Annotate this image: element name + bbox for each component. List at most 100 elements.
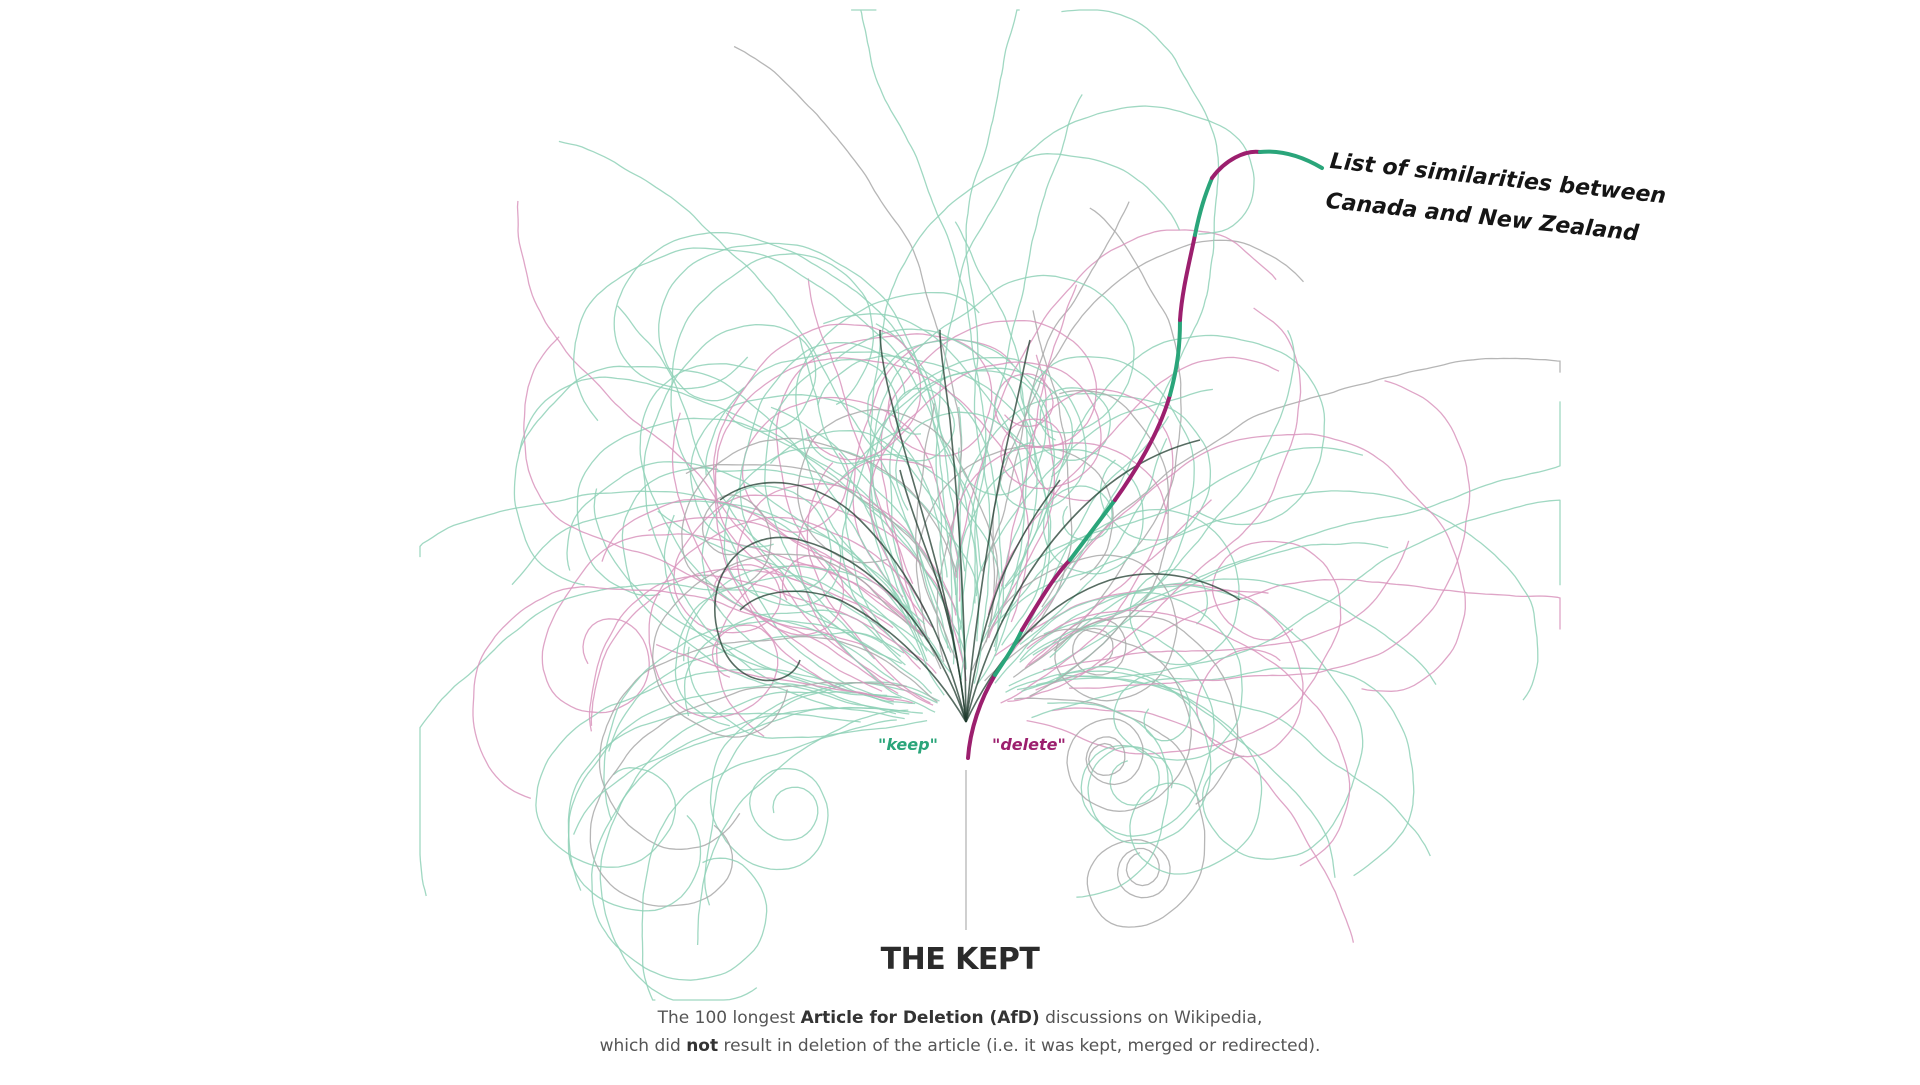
discussion-strand — [419, 490, 921, 656]
discussion-strand — [889, 367, 1074, 628]
highlight-segment-delete — [1113, 393, 1172, 502]
discussion-strand — [673, 494, 967, 681]
discussion-strand — [1049, 578, 1437, 685]
discussion-strand — [869, 153, 1181, 652]
discussion-strand — [1012, 615, 1239, 805]
discussion-strand — [1003, 446, 1364, 590]
highlight-segment-delete — [966, 673, 997, 760]
highlight-segment-keep — [1168, 318, 1182, 397]
discussion-strand — [516, 200, 934, 706]
discussion-strand — [739, 341, 906, 665]
discussion-strand — [987, 356, 1280, 616]
discussion-strand — [1053, 207, 1182, 652]
main-branch — [719, 481, 967, 723]
discussion-strand — [674, 575, 935, 727]
discussion-strand — [1008, 542, 1389, 687]
discussion-strand — [590, 568, 894, 726]
discussion-strand — [1014, 697, 1206, 928]
discussion-strand — [598, 635, 938, 850]
discussion-strand — [715, 564, 931, 737]
discussion-strand — [869, 356, 1087, 696]
discussion-strand — [1021, 665, 1212, 845]
discussion-strand — [1043, 401, 1561, 635]
caption-line-2: which did not result in deletion of the … — [599, 1036, 1321, 1056]
discussion-strand — [870, 274, 1135, 673]
discussion-strand — [915, 403, 957, 659]
discussion-strand — [1000, 490, 1539, 701]
discussion-strand — [535, 668, 894, 868]
discussion-strand — [1000, 284, 1078, 587]
discussion-strand — [839, 453, 1001, 652]
chart-title: THE KEPT — [880, 942, 1040, 977]
discussion-strand — [1051, 707, 1355, 943]
discussion-strand — [681, 437, 957, 590]
discussion-strand — [1047, 702, 1169, 898]
main-branches — [714, 329, 1241, 723]
discussion-strand — [736, 483, 957, 636]
discussion-strand — [770, 406, 952, 653]
discussion-strand — [1069, 380, 1471, 689]
caption-line-1: The 100 longest Article for Deletion (Af… — [657, 1008, 1263, 1028]
discussion-strand — [1019, 438, 1168, 646]
discussion-strand — [613, 231, 957, 596]
discussion-strand — [419, 583, 933, 897]
discussion-strand — [523, 336, 875, 651]
discussion-strand — [513, 365, 917, 627]
discussion-strand — [823, 313, 1025, 627]
discussion-strand — [1058, 674, 1336, 878]
discussion-strand — [1005, 670, 1263, 875]
discussion-strand — [643, 323, 906, 712]
discussion-strand — [573, 247, 982, 571]
discussion-strand — [1028, 356, 1195, 681]
discussion-strand — [658, 242, 976, 604]
discussion-strand — [696, 709, 909, 946]
discussion-strand — [1016, 499, 1561, 691]
highlight-segment-keep — [1068, 498, 1117, 562]
discussion-strands — [419, 9, 1561, 1001]
discussion-strand — [657, 510, 886, 631]
highlighted-discussion-path — [966, 149, 1324, 760]
discussion-strand — [796, 408, 999, 628]
discussion-strand — [567, 682, 897, 912]
discussion-strand — [541, 533, 924, 714]
discussion-strand — [741, 396, 961, 602]
discussion-strand — [984, 628, 1192, 812]
main-branch — [965, 479, 1061, 723]
discussion-strand — [603, 620, 883, 821]
main-branch — [714, 536, 967, 723]
discussion-strand — [591, 707, 923, 981]
discussion-strand — [714, 357, 1030, 623]
discussion-strand — [1011, 334, 1326, 585]
discussion-strand — [1024, 499, 1212, 669]
discussion-strand — [573, 706, 910, 835]
discussion-strand — [851, 9, 987, 597]
main-branch — [965, 439, 1201, 723]
discussion-strand — [648, 516, 928, 718]
highlight-segment-keep — [993, 628, 1024, 677]
highlight-segment-keep — [1193, 176, 1214, 237]
discussion-strand — [1030, 310, 1073, 633]
discussion-strand — [868, 361, 1102, 628]
main-branch — [965, 339, 1031, 723]
discussion-strand — [959, 94, 1083, 630]
highlight-segment-keep — [1258, 149, 1324, 170]
discussion-strand — [639, 363, 895, 681]
discussion-strand — [576, 417, 966, 653]
discussion-strand — [1032, 330, 1295, 656]
discussion-strand — [712, 323, 922, 702]
discussion-strand — [807, 278, 914, 584]
discussion-strand — [601, 498, 910, 615]
discussion-strand — [994, 591, 1243, 761]
discussion-strand — [641, 719, 897, 1001]
discussion-strand — [472, 586, 899, 800]
discussion-strand — [1041, 357, 1561, 608]
highlight-segment-delete — [1020, 558, 1072, 632]
discussion-strand — [1026, 609, 1351, 867]
discussion-strand — [687, 646, 928, 739]
discussion-strand — [689, 394, 948, 578]
discussion-strand — [981, 201, 1130, 572]
discussion-strand — [835, 328, 1038, 685]
discussion-strand — [971, 554, 1178, 702]
